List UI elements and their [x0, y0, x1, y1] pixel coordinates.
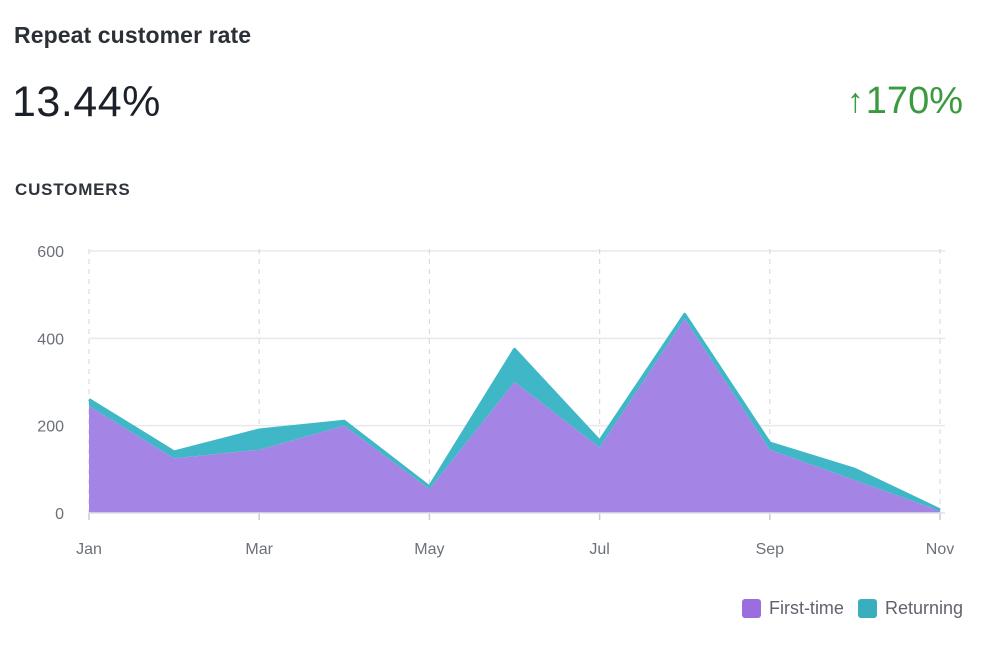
first-time-swatch: [741, 599, 761, 618]
change-indicator: ↑ 170%: [847, 80, 963, 123]
x-tick-label: May: [414, 541, 444, 558]
customers-area-chart: 0 200 400 600 Jan Mar May Jul Sep Nov: [37, 244, 954, 558]
y-tick-label: 0: [55, 506, 64, 523]
legend-label-first-time: First-time: [768, 598, 844, 618]
y-tick-label: 200: [37, 419, 64, 436]
returning-swatch: [857, 599, 877, 618]
returning-line: [88, 312, 941, 512]
legend-item-returning[interactable]: Returning: [857, 598, 963, 619]
x-tick-label: Jan: [76, 541, 102, 558]
repeat-rate-value: 13.44%: [12, 78, 161, 126]
x-tick-label: Jul: [589, 541, 609, 558]
card-title: Repeat customer rate: [14, 22, 252, 48]
areas: [88, 312, 941, 513]
x-tick-label: Sep: [756, 541, 785, 558]
legend-item-first-time[interactable]: First-time: [741, 598, 844, 619]
change-value: 170%: [865, 80, 963, 122]
axes: 0 200 400 600 Jan Mar May Jul Sep Nov: [37, 244, 954, 558]
first-time-area: [89, 318, 940, 513]
y-tick-label: 600: [37, 244, 64, 261]
section-label: CUSTOMERS: [15, 180, 131, 199]
arrow-up-icon: ↑: [846, 82, 864, 120]
y-tick-label: 400: [37, 331, 64, 348]
returning-area: [89, 314, 940, 511]
legend-label-returning: Returning: [884, 598, 963, 618]
x-tick-label: Mar: [245, 541, 273, 558]
chart-legend: First-time Returning: [728, 598, 963, 619]
x-tick-label: Nov: [926, 541, 954, 558]
